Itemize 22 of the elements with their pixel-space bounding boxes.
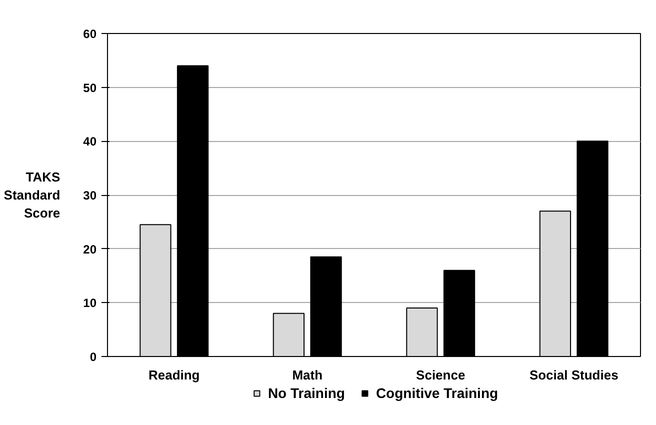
y-tick-label: 40	[83, 134, 97, 149]
legend-label: Cognitive Training	[376, 385, 498, 401]
y-tick-label: 20	[83, 242, 97, 256]
bar	[140, 224, 172, 356]
bar	[576, 140, 608, 356]
y-axis-title: TAKS Standard Score	[4, 170, 60, 220]
x-tick-label: Math	[292, 368, 323, 382]
y-tick-label: 60	[83, 27, 97, 41]
bar	[406, 308, 438, 356]
y-tick-label: 50	[83, 80, 97, 95]
bar	[272, 312, 305, 356]
bar	[443, 270, 476, 356]
y-tick-label: 10	[83, 296, 97, 310]
x-tick-label: Reading	[148, 368, 200, 382]
x-tick-label: Social Studies	[529, 368, 618, 382]
y-tick-label: 30	[83, 188, 97, 202]
x-tick-label: Science	[416, 368, 466, 382]
bar	[310, 256, 342, 356]
bar	[539, 210, 572, 356]
y-tick-label: 0	[90, 350, 97, 364]
legend-label: No Training	[268, 385, 345, 401]
bar	[176, 65, 209, 356]
